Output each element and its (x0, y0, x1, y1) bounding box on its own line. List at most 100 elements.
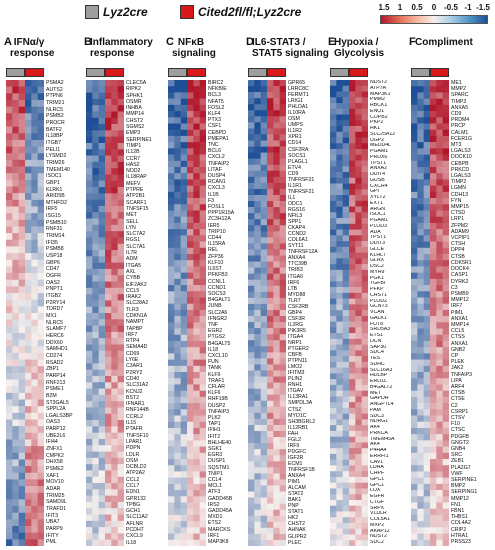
heatmap-cell (18, 259, 26, 267)
heatmap-cell (330, 143, 337, 150)
heatmap-cell (105, 287, 112, 295)
heatmap-cell (31, 219, 38, 227)
heatmap-cell (37, 179, 44, 187)
heatmap-cell (6, 226, 13, 234)
heatmap-cell (187, 527, 194, 534)
heatmap-cell (273, 328, 280, 335)
gene-label: GCNT3 (370, 304, 388, 310)
heatmap-cell (168, 403, 175, 410)
gene-label: GBP6 (46, 259, 60, 266)
heatmap-cell (260, 376, 268, 383)
heatmap-cell (98, 117, 106, 125)
heatmap-cell (193, 154, 200, 162)
heatmap-cell (330, 413, 337, 420)
heatmap-cell (12, 359, 19, 367)
heatmap-cell (98, 464, 106, 471)
panel-c: C NFκB signaling BIRC2 NFKBIE BCL3 NFAT5 FOSL2 K… (166, 36, 246, 550)
gene-label: JUNB (208, 303, 222, 310)
heatmap-cell (105, 205, 112, 213)
heatmap-cell (436, 483, 443, 491)
heatmap-cell (342, 218, 350, 225)
heatmap-cell (193, 334, 200, 342)
heatmap-cell (86, 161, 93, 169)
heatmap-cell (105, 92, 112, 100)
heatmap-cell (417, 378, 424, 385)
heatmap-cell (411, 521, 418, 528)
gene-label: ANGPTL4 (370, 402, 394, 407)
gene-label: GPI (370, 189, 379, 195)
heatmap-cell (37, 233, 44, 241)
gene-label: NOD2 (126, 168, 141, 175)
heatmap-cell (436, 465, 443, 472)
gene-label: NRP1 (288, 340, 302, 347)
gene-label: TNF (208, 321, 219, 328)
heatmap-cell (361, 246, 368, 253)
heatmap-cell (25, 446, 32, 454)
heatmap-cell (25, 80, 32, 87)
heatmap-cell (92, 111, 99, 119)
heatmap-cell (248, 225, 255, 232)
gene-label: CLEC5A (126, 80, 147, 86)
heatmap-cell (25, 113, 32, 121)
heatmap-cell (199, 309, 206, 317)
heatmap-cell (248, 328, 255, 335)
heatmap-cell (193, 86, 200, 93)
heatmap-cell (430, 191, 437, 199)
heatmap-cell (6, 126, 13, 134)
heatmap-cell (254, 134, 261, 141)
heatmap-cell (168, 260, 175, 267)
heatmap-cell (361, 465, 368, 472)
heatmap-cell (199, 291, 206, 298)
heatmap-cell (436, 403, 443, 410)
gene-label: AK4 (370, 425, 380, 430)
gene-label: SLC7A2 (126, 231, 146, 238)
heatmap-cell (411, 427, 418, 435)
heatmap-cell (31, 406, 38, 414)
gene-label: IL18BP (46, 133, 64, 140)
heatmap-cell (199, 117, 206, 124)
heatmap-cell (98, 401, 106, 408)
gene-label: CCL7 (126, 483, 140, 489)
heatmap-cell (423, 396, 431, 404)
heatmap-cell (411, 129, 418, 137)
heatmap-cell (430, 229, 437, 236)
heatmap-cell (199, 434, 206, 441)
gene-label: PSMA2 (46, 80, 64, 86)
condition-bar-knockout (430, 68, 449, 77)
heatmap-cell (442, 471, 449, 478)
heatmap-cell (436, 185, 443, 193)
heatmap-cell (260, 424, 268, 432)
heatmap-cell (105, 520, 112, 528)
heatmap-cell (92, 476, 99, 484)
gene-label: DOCK4 (451, 266, 469, 273)
heatmap-cell (199, 496, 206, 503)
heatmap-cell (411, 291, 418, 298)
gene-label: ARGN (370, 206, 385, 212)
heatmap-cell (417, 539, 424, 546)
heatmap-cell (25, 186, 32, 194)
heatmap-cell (92, 136, 99, 144)
heatmap-cell (187, 98, 194, 106)
heatmap-cell (423, 86, 431, 93)
heatmap-cell (279, 346, 286, 353)
gene-label: SDC2 (370, 540, 384, 545)
heatmap-cell (86, 514, 93, 522)
gene-label: CD44 (208, 235, 222, 242)
heatmap-cell (25, 506, 32, 514)
gene-label: CFLAR (208, 383, 226, 390)
heatmap-cell (273, 418, 280, 426)
heatmap-cell (111, 142, 118, 150)
heatmap-cell (25, 359, 32, 367)
heatmap-cell (187, 502, 194, 510)
gene-label: ISOC1 (46, 173, 62, 180)
heatmap-cell (349, 505, 356, 512)
heatmap-cell (355, 425, 362, 432)
gene-label: DHX58 (46, 459, 63, 466)
heatmap-cell (330, 275, 337, 282)
heatmap-cell (436, 477, 443, 485)
heatmap-cell (117, 155, 124, 163)
heatmap-cell (430, 185, 437, 193)
heatmap-cell (411, 514, 418, 522)
heatmap-cell (436, 390, 443, 398)
heatmap-cell (273, 297, 280, 305)
